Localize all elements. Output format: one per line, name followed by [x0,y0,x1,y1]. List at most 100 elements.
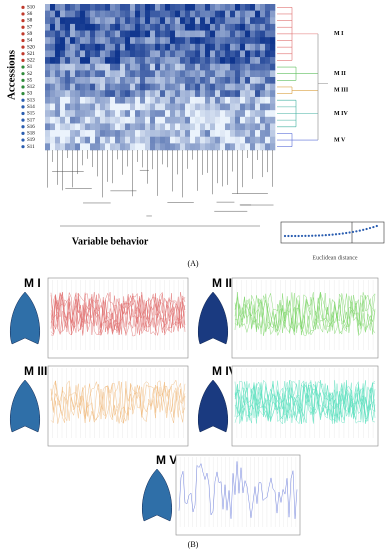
accession-dot [21,38,25,43]
accession-dot [21,85,25,89]
distance-dot [355,230,358,233]
heat-cell [135,17,141,25]
heat-cell [75,37,81,45]
accession-label: S17 [27,118,35,123]
accession-dot [21,118,25,122]
heat-cell [90,90,96,98]
heat-cell [185,110,191,118]
heat-cell [115,116,121,124]
heat-cell [75,130,81,138]
heat-cell [185,17,191,25]
heat-cell [65,63,71,71]
distance-dot [307,234,310,237]
heat-cell [215,37,221,45]
heat-cell [115,90,121,98]
heat-cell [245,103,251,111]
heat-cell [45,103,51,111]
heat-cell [265,17,271,25]
heat-cell [245,23,251,31]
heat-cell [50,70,56,78]
heat-cell [115,63,121,71]
heat-cell [105,83,111,91]
heat-cell [145,63,151,71]
heat-cell [250,136,256,144]
distance-dot [287,234,290,238]
heat-cell [100,90,106,98]
heat-cell [165,17,171,25]
heat-cell [120,10,126,18]
heat-cell [120,103,126,111]
heat-cell [180,116,186,124]
heat-cell [55,116,61,124]
heat-cell [210,143,216,151]
heat-cell [85,77,91,84]
heat-cell [135,4,141,11]
heat-cell [50,30,56,38]
heat-cell [90,50,96,58]
profile-line [50,380,186,423]
heat-cell [105,4,111,11]
heat-cell [225,110,231,118]
heat-cell [225,123,231,131]
heat-cell [135,130,141,138]
heat-cell [65,10,71,18]
heat-cell [185,103,191,111]
accession-dot [21,98,25,102]
heat-cell [220,110,226,118]
heat-cell [100,116,106,124]
heat-cell [155,96,161,104]
accession-dot [21,32,25,36]
heat-cell [250,110,256,118]
distance-dot [297,234,300,238]
heat-cell [155,143,161,151]
heat-cell [255,116,261,124]
heat-cell [50,130,56,138]
heat-cell [240,110,246,118]
heat-cell [70,4,76,11]
heat-cell [95,130,101,138]
heat-cell [200,96,206,104]
heat-cell [65,116,71,124]
heat-cell [45,23,51,31]
heat-cell [220,57,226,65]
heat-cell [50,43,56,51]
heat-cell [80,130,86,138]
heat-cell [145,123,151,131]
heat-cell [165,43,171,51]
heat-cell [240,4,246,11]
heat-cell [170,77,176,84]
heat-cell [155,4,161,11]
heat-cell [60,17,66,25]
heat-cell [145,50,151,58]
heat-cell [80,143,86,151]
heat-cell [110,30,116,38]
heat-cell [130,110,136,118]
heat-cell [145,116,151,124]
heat-cell [230,90,236,98]
heat-cell [190,143,196,151]
heat-cell [85,143,91,151]
heat-cell [105,130,111,138]
heat-cell [135,136,141,144]
heat-cell [60,83,66,91]
heat-cell [150,103,156,111]
heat-cell [150,110,156,118]
heat-cell [60,70,66,78]
heat-cell [265,37,271,45]
heat-cell [255,50,261,58]
distance-dot [328,233,331,236]
heat-cell [50,123,56,131]
heat-cell [160,77,166,84]
heat-cell [90,23,96,31]
heat-cell [245,43,251,51]
heat-cell [125,130,131,138]
heat-cell [255,30,261,38]
heat-cell [105,10,111,18]
heat-cell [255,136,261,144]
heat-cell [60,90,66,98]
heat-cell [110,136,116,144]
heat-cell [175,70,181,78]
heat-cell [100,23,106,31]
heat-cell [120,130,126,138]
heat-cell [195,37,201,45]
